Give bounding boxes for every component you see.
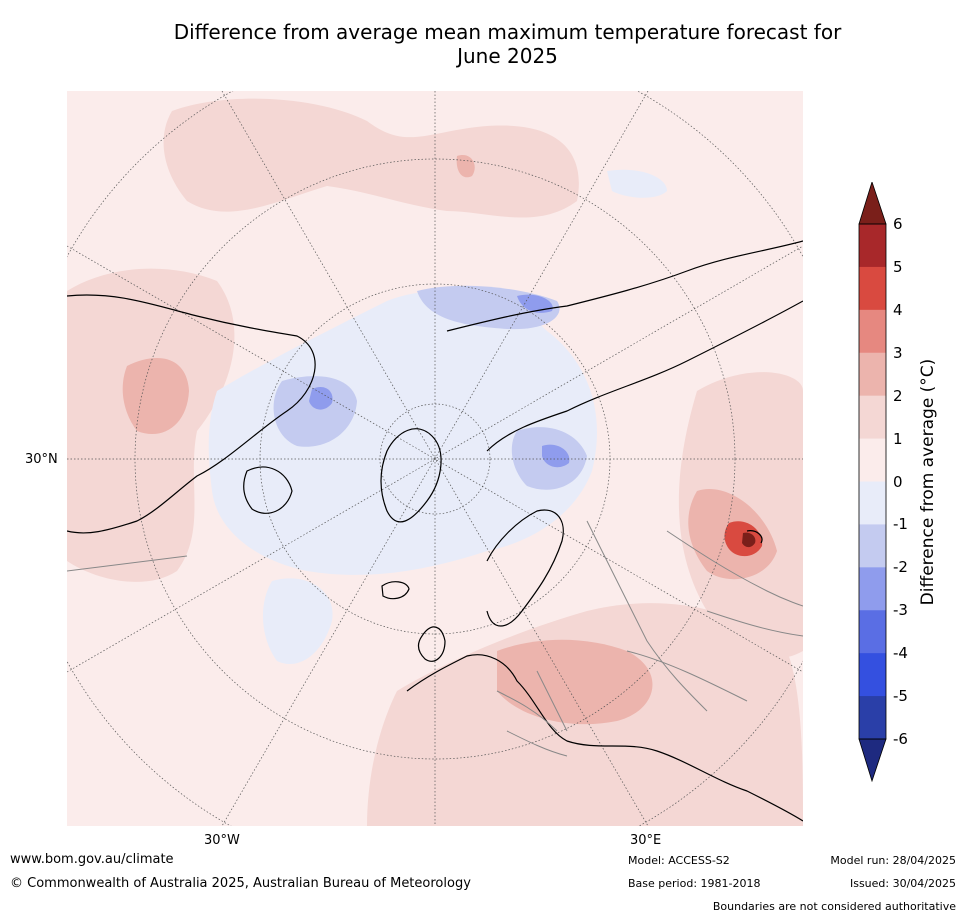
colorbar-segment <box>859 224 886 268</box>
coastline-eurasia-north <box>486 300 803 452</box>
colorbar-tick-label: 5 <box>893 257 903 276</box>
colorbar-tick-label: 1 <box>893 429 903 448</box>
border-russia-china <box>666 530 803 607</box>
border-mongolia <box>706 610 803 637</box>
footer-issued: Issued: 30/04/2025 <box>849 877 956 890</box>
graticule <box>67 91 803 826</box>
coastline-baikal <box>746 530 763 544</box>
colorbar-tick-label: -1 <box>893 515 908 534</box>
lon-label-30w: 30°W <box>204 833 240 848</box>
coastline-iceland <box>381 581 410 600</box>
colorbar-segments <box>859 182 886 781</box>
footer-model: Model: ACCESS-S2 <box>628 854 730 867</box>
lat-label-30n: 30°N <box>25 452 58 467</box>
coastline-north-america <box>67 294 316 534</box>
footer-copyright: © Commonwealth of Australia 2025, Austra… <box>10 876 471 891</box>
border-kazakhstan <box>626 650 748 702</box>
colorbar-segment <box>859 653 886 697</box>
map-svg <box>67 91 803 826</box>
warm-region-north-pacific-core <box>456 155 475 178</box>
warm-region-north-america-core <box>122 358 189 435</box>
colorbar <box>858 180 918 783</box>
coastline-hudson-bay <box>243 466 293 514</box>
cool-region-north-atlantic <box>262 578 333 665</box>
border-us-canada <box>67 555 188 572</box>
coastline-europe <box>406 654 803 822</box>
colorbar-svg <box>858 180 887 783</box>
coastline-britain <box>418 626 446 662</box>
colorbar-title: Difference from average (°C) <box>918 358 938 606</box>
graticule-meridian-diag-2 <box>221 91 649 826</box>
chart-title: Difference from average mean maximum tem… <box>60 20 955 68</box>
coastlines <box>67 240 803 822</box>
border-europe-internal-3 <box>506 730 568 757</box>
warm-region-eastern-europe <box>497 639 653 725</box>
colorbar-tick-label: -3 <box>893 601 908 620</box>
border-europe-internal-2 <box>536 670 568 732</box>
warm-anomaly-regions <box>67 98 803 826</box>
warm-region-siberia-hotspot <box>742 532 756 548</box>
title-line-1: Difference from average mean maximum tem… <box>173 20 842 44</box>
colorbar-tick-label: 3 <box>893 343 903 362</box>
lon-label-30e: 30°E <box>630 833 662 848</box>
colorbar-tick-label: 0 <box>893 472 903 491</box>
cool-region-canadian-archipelago <box>273 376 357 447</box>
colorbar-segment <box>859 352 886 397</box>
coastline-greenland <box>380 428 442 523</box>
footer-website[interactable]: www.bom.gov.au/climate <box>10 852 174 867</box>
colorbar-tick-label: -2 <box>893 558 908 577</box>
footer-model-run: Model run: 28/04/2025 <box>830 854 956 867</box>
colorbar-tick-label: -4 <box>893 644 908 663</box>
colorbar-tick-label: -5 <box>893 687 908 706</box>
colorbar-tick-label: -6 <box>893 730 908 748</box>
colorbar-segment <box>859 481 886 525</box>
colorbar-segment <box>859 309 886 354</box>
warm-region-north-pacific <box>163 98 579 218</box>
colorbar-tick-label: 6 <box>893 215 903 233</box>
cool-region-siberian-coast-core <box>517 294 553 313</box>
colorbar-arrow-bottom <box>859 739 886 781</box>
polar-map[interactable] <box>67 91 803 826</box>
colorbar-outline <box>858 180 887 783</box>
country-borders <box>67 520 803 757</box>
colorbar-tick-label: 2 <box>893 386 903 405</box>
cool-region-scandinavia-core <box>542 444 570 468</box>
colorbar-segment <box>859 395 886 440</box>
border-russia-west <box>586 520 708 712</box>
colorbar-arrow-top <box>859 182 886 224</box>
cool-anomaly-regions <box>208 169 667 665</box>
colorbar-segment <box>859 610 886 654</box>
border-europe-internal-1 <box>496 690 558 732</box>
coastline-siberia <box>446 240 803 332</box>
colorbar-segment <box>859 696 886 740</box>
cool-region-archipelago-core <box>309 386 333 410</box>
colorbar-bottom-arrow-outline <box>858 738 887 783</box>
footer-disclaimer: Boundaries are not considered authoritat… <box>712 900 956 913</box>
colorbar-tick-label: 4 <box>893 300 903 319</box>
colorbar-segment <box>859 524 886 568</box>
footer-base-period: Base period: 1981-2018 <box>628 877 761 890</box>
title-line-2: June 2025 <box>457 44 558 68</box>
coastline-scandinavia <box>486 509 564 627</box>
colorbar-segment <box>859 567 886 611</box>
colorbar-segment <box>859 266 886 311</box>
colorbar-segment <box>859 438 886 482</box>
cool-region-north-pacific-east <box>607 169 667 198</box>
